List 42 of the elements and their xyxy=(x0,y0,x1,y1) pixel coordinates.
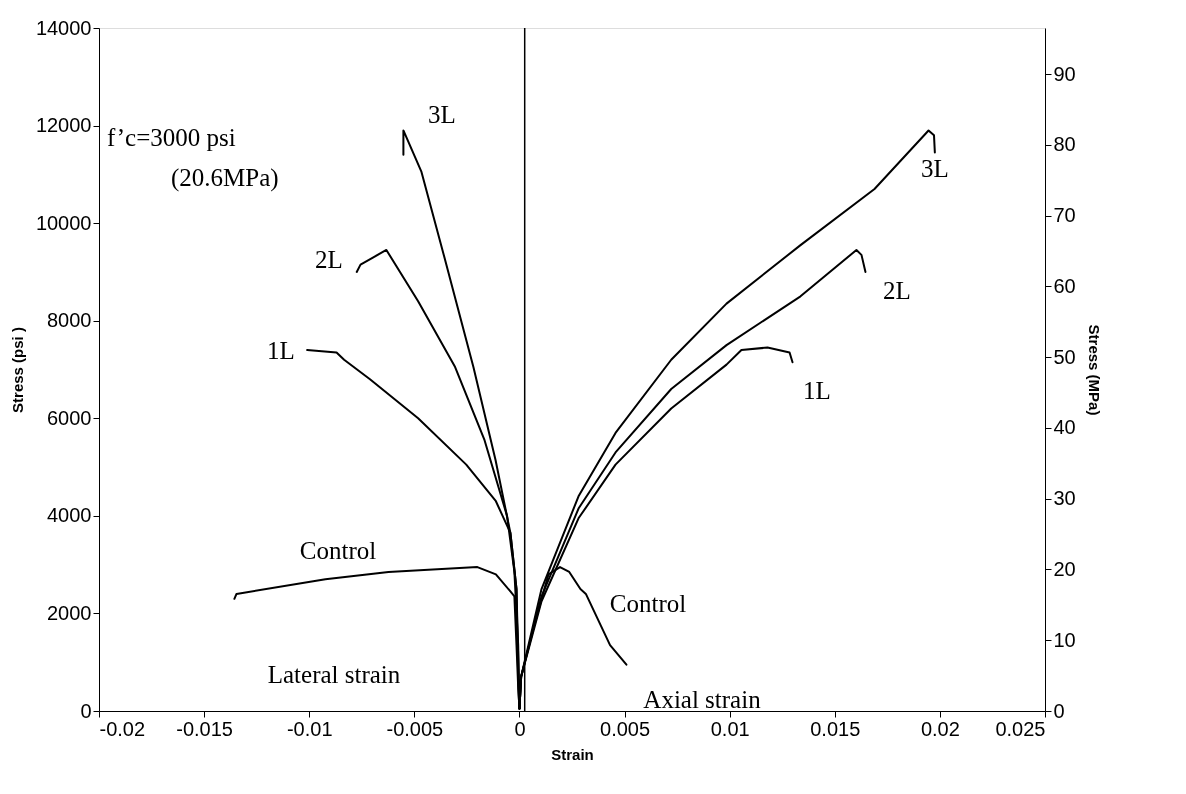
x-tick-label: 0.02 xyxy=(920,717,960,740)
annotation: Axial strain xyxy=(643,686,762,713)
x-tick-label: 0.015 xyxy=(810,717,861,740)
annotation: Control xyxy=(609,590,687,617)
y2-tick-label: 0 xyxy=(1053,699,1065,722)
x-tick-label: -0.01 xyxy=(286,717,333,740)
y2-tick-label: 70 xyxy=(1053,204,1076,227)
y2-tick-label: 80 xyxy=(1053,133,1076,156)
y2-tick-label: 90 xyxy=(1053,62,1076,85)
annotation: 2L xyxy=(315,246,343,273)
x-axis-title: Strain xyxy=(551,745,594,763)
annotation: 1L xyxy=(267,337,295,364)
x-tick-label: -0.005 xyxy=(386,717,444,740)
x-tick-label: -0.015 xyxy=(176,717,233,740)
annotation: 2L xyxy=(883,277,911,304)
y2-axis-title: Stress (MPa) xyxy=(1085,324,1103,416)
x-tick-label: 0 xyxy=(514,717,526,740)
y-tick-label: 12000 xyxy=(35,114,92,137)
y2-tick-label: 20 xyxy=(1053,557,1076,580)
y-tick-label: 0 xyxy=(80,699,92,722)
x-tick-label: 0.005 xyxy=(600,717,651,740)
y2-tick-label: 40 xyxy=(1053,416,1076,439)
y-tick-label: 6000 xyxy=(47,406,92,429)
annotation: 3L xyxy=(921,155,949,182)
annotation: f’c=3000 psi (20.6MPa) xyxy=(107,124,279,192)
annotation: 1L xyxy=(803,377,831,404)
x-tick-label: 0.025 xyxy=(995,717,1046,740)
y2-tick-label: 30 xyxy=(1053,487,1076,510)
y-tick-label: 4000 xyxy=(47,504,92,527)
y-tick-label: 14000 xyxy=(35,16,92,39)
y2-tick-label: 60 xyxy=(1053,274,1076,297)
annotation: 3L xyxy=(428,101,456,128)
annotation: Control xyxy=(299,537,377,564)
y-tick-label: 8000 xyxy=(47,309,92,332)
y-tick-label: 10000 xyxy=(35,211,92,234)
y-axis-title: Stress (psi ) xyxy=(8,327,26,413)
y2-tick-label: 50 xyxy=(1053,345,1076,368)
y2-tick-label: 10 xyxy=(1053,628,1076,651)
y-tick-label: 2000 xyxy=(47,601,92,624)
x-tick-label: -0.02 xyxy=(99,717,146,740)
x-tick-label: 0.01 xyxy=(710,717,750,740)
annotation: Lateral strain xyxy=(267,661,401,688)
